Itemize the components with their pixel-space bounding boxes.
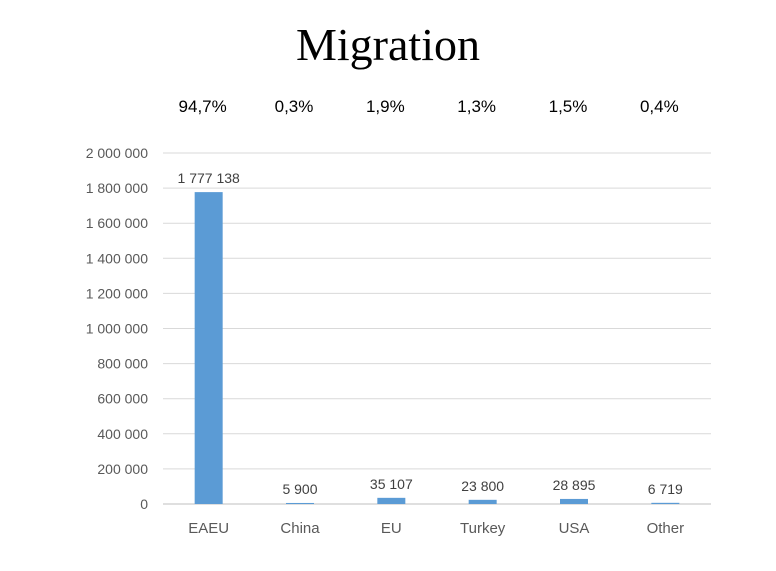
bar xyxy=(560,498,588,504)
percentage-label: 0,4% xyxy=(639,97,679,116)
data-label: 6 719 xyxy=(648,481,683,497)
x-tick-label: USA xyxy=(559,520,590,537)
y-tick-label: 1 000 000 xyxy=(86,321,148,337)
bar xyxy=(377,497,406,504)
percentage-label: 1,9% xyxy=(365,97,405,116)
chart-title: Migration xyxy=(296,19,480,70)
bar xyxy=(194,192,223,504)
bar xyxy=(651,502,680,504)
data-label: 28 895 xyxy=(553,477,596,493)
data-label: 35 107 xyxy=(370,476,413,492)
percentage-label: 94,7% xyxy=(178,97,227,116)
percentage-label: 1,3% xyxy=(457,97,497,116)
y-tick-label: 1 600 000 xyxy=(86,215,148,231)
data-label: 23 800 xyxy=(461,478,504,494)
x-tick-label: Other xyxy=(647,520,685,537)
data-label: 1 777 138 xyxy=(178,170,240,186)
bar xyxy=(468,499,497,504)
y-tick-label: 600 000 xyxy=(97,391,148,407)
y-tick-label: 0 xyxy=(140,496,148,512)
x-tick-label: China xyxy=(280,520,320,537)
bar xyxy=(286,502,314,504)
percentage-label: 0,3% xyxy=(274,97,314,116)
x-tick-label: EU xyxy=(381,520,402,537)
percentage-label: 1,5% xyxy=(548,97,588,116)
y-tick-label: 200 000 xyxy=(97,461,148,477)
data-label: 5 900 xyxy=(282,481,317,497)
y-tick-label: 2 000 000 xyxy=(86,145,148,161)
y-tick-label: 1 800 000 xyxy=(86,180,148,196)
y-tick-label: 1 200 000 xyxy=(86,285,148,301)
y-tick-label: 800 000 xyxy=(97,356,148,372)
x-tick-label: Turkey xyxy=(460,520,506,537)
y-tick-label: 400 000 xyxy=(97,426,148,442)
x-tick-label: EAEU xyxy=(188,520,229,537)
y-tick-label: 1 400 000 xyxy=(86,250,148,266)
